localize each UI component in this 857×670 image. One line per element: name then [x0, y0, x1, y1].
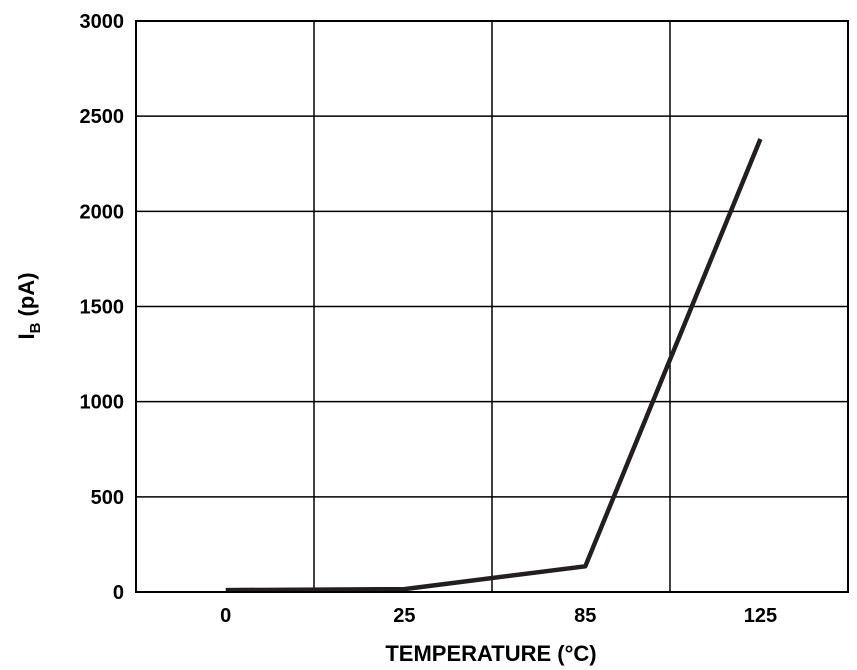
y-tick-label: 2000: [80, 201, 125, 223]
grid: [136, 21, 848, 592]
x-tick-label: 25: [393, 605, 415, 627]
x-tick-label: 85: [574, 605, 596, 627]
plot-frame: [135, 20, 849, 593]
x-tick-label: 0: [220, 605, 231, 627]
x-axis-label: TEMPERATURE (°C): [385, 641, 596, 666]
y-tick-labels: 0 500 1000 1500 2000 2500 3000: [80, 11, 125, 604]
x-tick-labels: 0 25 85 125: [220, 605, 777, 627]
y-tick-label: 500: [91, 487, 124, 509]
series: [225, 138, 763, 593]
y-axis-label-sub: B: [27, 322, 44, 333]
y-tick-label: 1500: [80, 297, 125, 319]
y-tick-label: 2500: [80, 106, 125, 128]
y-tick-label: 0: [113, 582, 124, 604]
y-tick-label: 3000: [80, 11, 125, 33]
series-line: [225, 138, 763, 593]
y-axis-label-main: I: [14, 333, 39, 339]
y-axis-label-unit: (pA): [14, 272, 39, 322]
y-axis-label: IB (pA): [14, 272, 44, 339]
x-tick-label: 125: [744, 605, 777, 627]
y-tick-label: 1000: [80, 392, 125, 414]
